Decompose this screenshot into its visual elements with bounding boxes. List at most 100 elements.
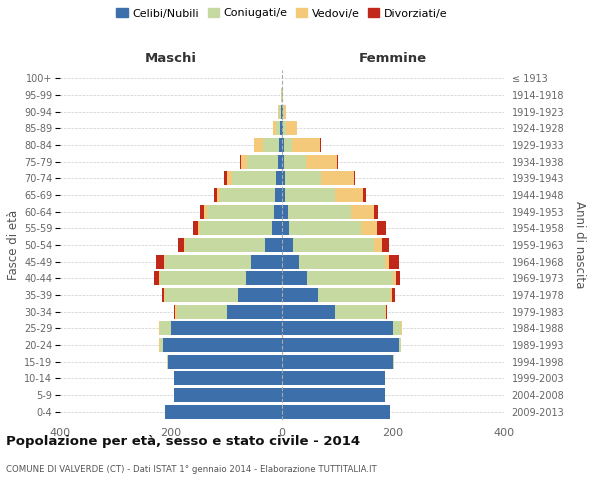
Bar xyxy=(354,171,355,186)
Bar xyxy=(276,121,280,136)
Bar xyxy=(282,404,390,419)
Bar xyxy=(277,171,282,186)
Bar xyxy=(337,154,338,169)
Bar xyxy=(318,288,390,302)
Text: COMUNE DI VALVERDE (CT) - Dati ISTAT 1° gennaio 2014 - Elaborazione TUTTITALIA.I: COMUNE DI VALVERDE (CT) - Dati ISTAT 1° … xyxy=(6,465,377,474)
Bar xyxy=(174,388,282,402)
Bar xyxy=(224,171,227,186)
Bar xyxy=(320,138,321,152)
Bar xyxy=(160,322,171,336)
Bar xyxy=(247,154,278,169)
Bar xyxy=(227,171,232,186)
Bar xyxy=(265,238,282,252)
Bar xyxy=(282,154,284,169)
Bar xyxy=(283,121,286,136)
Bar xyxy=(193,221,198,236)
Bar xyxy=(285,171,321,186)
Bar xyxy=(279,138,282,152)
Bar xyxy=(361,221,377,236)
Bar xyxy=(184,238,185,252)
Bar xyxy=(282,388,385,402)
Bar xyxy=(159,338,160,352)
Bar xyxy=(393,271,396,285)
Bar xyxy=(284,104,286,118)
Bar xyxy=(238,288,282,302)
Bar xyxy=(217,188,220,202)
Bar xyxy=(241,154,247,169)
Bar xyxy=(159,322,160,336)
Bar xyxy=(283,104,284,118)
Bar xyxy=(289,221,361,236)
Bar xyxy=(282,121,283,136)
Bar xyxy=(282,204,287,219)
Bar xyxy=(386,304,387,319)
Bar xyxy=(198,221,200,236)
Bar xyxy=(389,254,399,269)
Bar xyxy=(385,304,386,319)
Text: Femmine: Femmine xyxy=(359,52,427,65)
Bar xyxy=(374,204,378,219)
Bar xyxy=(398,338,401,352)
Bar xyxy=(335,188,363,202)
Bar xyxy=(396,271,400,285)
Bar xyxy=(251,254,282,269)
Bar xyxy=(159,271,160,285)
Bar xyxy=(282,221,289,236)
Bar xyxy=(282,171,285,186)
Bar xyxy=(160,338,163,352)
Bar xyxy=(176,304,227,319)
Bar xyxy=(385,254,389,269)
Bar xyxy=(175,304,176,319)
Bar xyxy=(227,304,282,319)
Bar xyxy=(164,288,166,302)
Bar xyxy=(390,288,392,302)
Text: Maschi: Maschi xyxy=(145,52,197,65)
Bar xyxy=(275,188,282,202)
Bar xyxy=(393,354,394,369)
Bar xyxy=(164,254,166,269)
Bar xyxy=(401,322,403,336)
Bar xyxy=(166,288,238,302)
Bar xyxy=(232,171,277,186)
Bar xyxy=(154,271,159,285)
Bar xyxy=(282,288,318,302)
Bar xyxy=(363,188,366,202)
Bar xyxy=(282,371,385,386)
Bar xyxy=(156,254,164,269)
Bar xyxy=(278,104,279,118)
Bar xyxy=(377,221,386,236)
Bar xyxy=(282,338,398,352)
Bar xyxy=(286,121,297,136)
Bar xyxy=(321,171,354,186)
Bar xyxy=(161,288,164,302)
Bar xyxy=(171,322,282,336)
Bar xyxy=(392,288,395,302)
Bar xyxy=(393,322,401,336)
Bar xyxy=(292,138,320,152)
Bar xyxy=(163,338,282,352)
Bar xyxy=(374,238,382,252)
Bar xyxy=(282,238,293,252)
Y-axis label: Fasce di età: Fasce di età xyxy=(7,210,20,280)
Bar xyxy=(281,104,282,118)
Bar xyxy=(307,154,337,169)
Bar xyxy=(280,121,282,136)
Bar xyxy=(352,204,374,219)
Bar xyxy=(279,104,281,118)
Bar xyxy=(278,154,282,169)
Bar xyxy=(282,322,393,336)
Bar xyxy=(207,204,274,219)
Bar xyxy=(299,254,385,269)
Bar xyxy=(282,188,286,202)
Bar xyxy=(286,188,335,202)
Bar xyxy=(272,221,282,236)
Bar xyxy=(273,121,276,136)
Bar xyxy=(160,271,246,285)
Bar xyxy=(166,254,251,269)
Bar xyxy=(293,238,374,252)
Bar xyxy=(282,254,299,269)
Bar xyxy=(307,271,393,285)
Bar xyxy=(282,304,335,319)
Y-axis label: Anni di nascita: Anni di nascita xyxy=(573,202,586,288)
Bar xyxy=(263,138,279,152)
